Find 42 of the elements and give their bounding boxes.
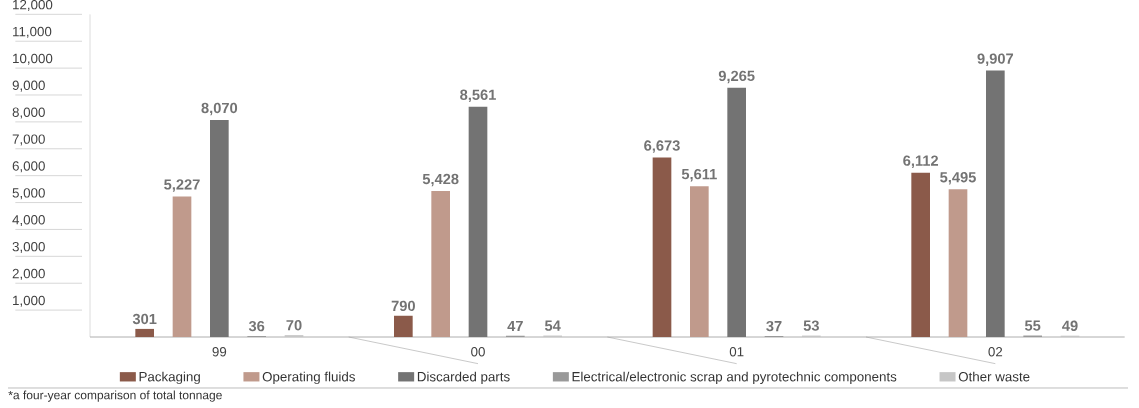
- data-label: 8,070: [201, 102, 238, 116]
- x-tick-label: 01: [729, 347, 744, 357]
- data-label: 5,227: [164, 179, 200, 192]
- data-label: 54: [544, 320, 561, 331]
- y-tick-label: 2,000: [12, 268, 45, 280]
- data-label: 70: [286, 320, 302, 331]
- x-tick-label: 02: [988, 347, 1003, 357]
- legend-label: Electrical/electronic scrap and pyrotechnic components: [572, 371, 897, 385]
- data-label: 6,673: [644, 140, 680, 153]
- data-label: 790: [391, 300, 415, 312]
- data-label: 6,112: [903, 155, 939, 168]
- data-label: 55: [1024, 320, 1041, 331]
- data-label: 53: [803, 320, 819, 331]
- y-tick-label: 7,000: [12, 134, 45, 146]
- legend-label: Operating fluids: [262, 371, 355, 385]
- data-label: 5,428: [422, 173, 459, 187]
- y-tick-label: 11,000: [13, 26, 52, 38]
- data-label: 8,561: [460, 89, 496, 103]
- y-tick-label: 8,000: [12, 107, 45, 119]
- data-label: 47: [507, 320, 523, 332]
- data-label: 9,265: [718, 70, 755, 84]
- data-label: 5,611: [681, 168, 717, 182]
- y-tick-label: 4,000: [12, 215, 45, 227]
- data-label: 37: [766, 320, 782, 332]
- data-label: 9,907: [977, 53, 1014, 66]
- y-tick-label: 1,000: [13, 295, 45, 307]
- y-tick-label: 5,000: [12, 188, 45, 200]
- y-tick-label: 9,000: [12, 80, 45, 92]
- x-tick-label: 99: [212, 347, 227, 357]
- y-tick-label: 12,000: [13, 0, 53, 11]
- y-tick-label: 10,000: [13, 53, 53, 65]
- y-tick-label: 3,000: [12, 241, 45, 253]
- legend-label: Other waste: [958, 371, 1030, 382]
- data-label: 5,495: [940, 172, 976, 185]
- data-label: 49: [1062, 320, 1078, 331]
- legend-label: Discarded parts: [417, 371, 510, 385]
- data-label: 301: [132, 313, 157, 325]
- y-tick-label: 6,000: [12, 161, 45, 173]
- legend-label: Packaging: [139, 371, 200, 385]
- x-tick-label: 00: [471, 347, 485, 357]
- text: *a four-year comparison of total tonnage: [8, 390, 222, 402]
- data-label: 36: [248, 320, 265, 332]
